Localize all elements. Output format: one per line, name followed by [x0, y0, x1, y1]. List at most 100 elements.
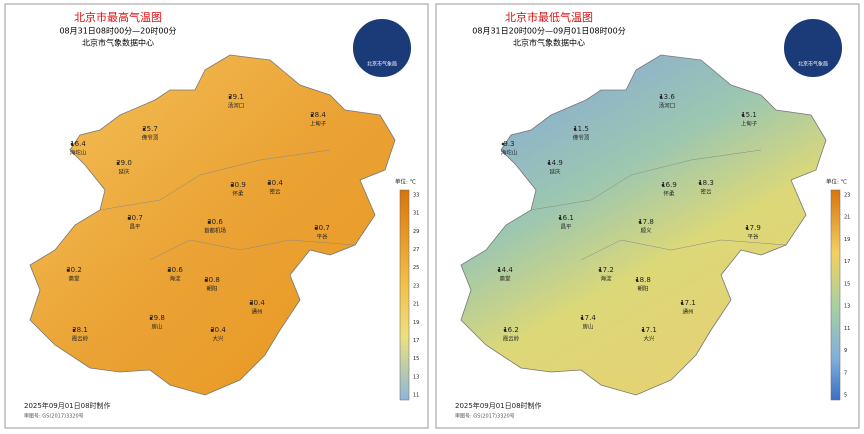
station-value: 16.2 — [503, 326, 519, 334]
station-name: 斋堂 — [68, 275, 80, 283]
station-name: 朝阳 — [206, 285, 217, 293]
station-value: 25.7 — [142, 125, 158, 133]
district-border — [530, 149, 762, 211]
station-dot — [66, 268, 70, 272]
station-name: 昌平 — [129, 224, 141, 231]
station-dot — [638, 220, 642, 224]
footer-date: 2025年09月01日08时制作 — [455, 401, 542, 410]
station-name: 汤河口 — [659, 102, 676, 110]
station-dot — [267, 181, 271, 185]
station-value: 29.1 — [228, 93, 244, 101]
station-value: 30.4 — [210, 326, 226, 334]
station-value: 14.4 — [497, 266, 513, 274]
station-value: 30.4 — [267, 179, 283, 187]
colorbar-tick-label: 7 — [844, 370, 847, 376]
colorbar-tick-label: 19 — [844, 237, 850, 243]
station-value: 18.3 — [698, 179, 714, 187]
station-dot — [204, 278, 208, 282]
station-value: 17.4 — [580, 314, 596, 322]
station-dot — [70, 142, 74, 146]
colorbar-tick-label: 13 — [844, 304, 850, 310]
station-value: 17.1 — [680, 299, 696, 307]
station-value: 30.6 — [167, 266, 183, 274]
station-dot — [698, 181, 702, 185]
station-name: 霞云岭 — [503, 335, 520, 343]
station-dot — [501, 142, 505, 146]
station-dot — [659, 95, 663, 99]
station-name: 佛爷顶 — [142, 134, 159, 142]
station-value: 14.9 — [547, 159, 563, 167]
station-name: 密云 — [700, 188, 712, 196]
district-border — [149, 239, 356, 261]
colorbar-tick-label: 5 — [844, 393, 847, 399]
colorbar-tick-label: 13 — [413, 374, 419, 380]
station-dot — [167, 268, 171, 272]
map-panel: 北京市最高气温图 08月31日08时00分—20时00分北京市气象数据中心北京市气… — [4, 3, 429, 429]
colorbar-tick-label: 11 — [844, 326, 850, 332]
station-dot — [149, 316, 153, 320]
station-dot — [249, 301, 253, 305]
colorbar-tick-label: 23 — [413, 283, 419, 289]
station-value: 16.4 — [70, 140, 86, 148]
colorbar — [399, 189, 410, 401]
colorbar-unit: 单位: ℃ — [826, 178, 847, 186]
map-source: 北京市气象数据中心 — [82, 38, 154, 48]
emblem-label: 北京市气象局 — [367, 61, 397, 68]
footer-date: 2025年09月01日08时制作 — [24, 401, 111, 410]
colorbar-tick-label: 33 — [413, 193, 419, 199]
district-border — [99, 149, 331, 211]
station-dot — [314, 226, 318, 230]
station-value: 30.7 — [127, 214, 143, 222]
station-name: 海淀 — [169, 275, 181, 283]
station-value: 11.5 — [573, 125, 589, 133]
station-name: 怀柔 — [232, 190, 244, 198]
station-name: 大兴 — [212, 335, 224, 343]
station-name: 房山 — [151, 323, 162, 331]
station-name: 房山 — [582, 323, 593, 331]
station-value: 16.1 — [558, 214, 574, 222]
colorbar-tick-label: 17 — [844, 259, 850, 265]
station-dot — [635, 278, 639, 282]
station-dot — [497, 268, 501, 272]
colorbar-tick-label: 25 — [413, 265, 419, 271]
station-name: 密云 — [269, 188, 281, 196]
map-source: 北京市气象数据中心 — [513, 38, 585, 48]
station-value: 17.2 — [598, 266, 614, 274]
station-name: 上甸子 — [310, 120, 327, 128]
station-dot — [142, 127, 146, 131]
station-dot — [680, 301, 684, 305]
station-value: 17.8 — [638, 218, 654, 226]
station-value: 29.0 — [116, 159, 132, 167]
station-value: 30.6 — [207, 218, 223, 226]
station-dot — [228, 95, 232, 99]
station-name: 海坨山 — [501, 149, 518, 157]
station-dot — [661, 183, 665, 187]
colorbar-tick-label: 21 — [413, 302, 419, 308]
station-dot — [72, 328, 76, 332]
station-value: 16.9 — [661, 181, 677, 189]
station-name: 海坨山 — [70, 149, 87, 157]
station-name: 顺义 — [640, 228, 652, 235]
station-value: 30.2 — [66, 266, 82, 274]
colorbar-tick-label: 23 — [844, 193, 850, 199]
beijing-map — [29, 54, 396, 396]
station-dot — [558, 216, 562, 220]
station-name: 海淀 — [600, 275, 612, 283]
station-name: 通州 — [682, 308, 693, 316]
station-value: 29.8 — [149, 314, 165, 322]
station-name: 昌平 — [560, 224, 572, 231]
station-name: 平谷 — [747, 233, 759, 241]
station-value: 30.8 — [204, 276, 220, 284]
emblem — [351, 17, 413, 79]
colorbar-tick-label: 9 — [844, 348, 847, 354]
station-name: 汤河口 — [228, 102, 245, 110]
district-border — [580, 239, 787, 261]
station-dot — [127, 216, 131, 220]
map-title: 北京市最低气温图 — [505, 10, 593, 24]
emblem — [782, 17, 844, 79]
station-value: 17.9 — [745, 224, 761, 232]
station-dot — [745, 226, 749, 230]
map-title: 北京市最高气温图 — [74, 10, 162, 24]
station-name: 斋堂 — [499, 275, 511, 283]
footer-approval: 审图号: GS(2017)3320号 — [24, 413, 84, 420]
